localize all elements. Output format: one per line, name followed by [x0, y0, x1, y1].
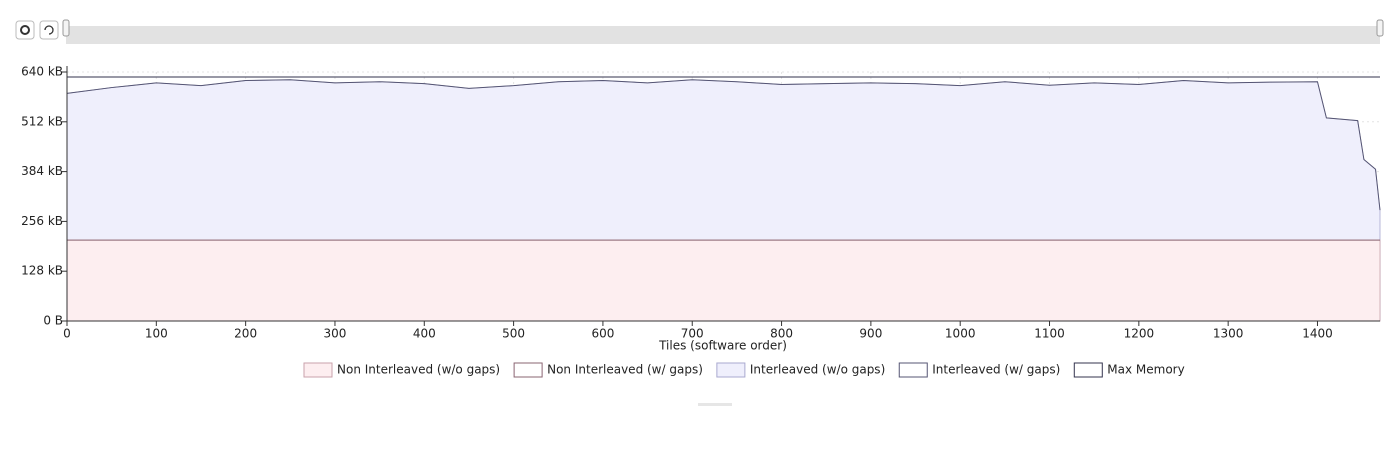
- legend-swatch: [303, 362, 333, 378]
- overview: [62, 19, 1384, 44]
- x-tick-label: 1000: [945, 327, 976, 341]
- y-tick-label: 256 kB: [21, 214, 63, 228]
- reset-button[interactable]: [39, 20, 59, 40]
- x-tick-label: 600: [591, 327, 614, 341]
- y-tick-label: 512 kB: [21, 114, 63, 128]
- toolbar: [15, 20, 59, 40]
- legend-swatch: [1073, 362, 1103, 378]
- x-tick-label: 900: [859, 327, 882, 341]
- resize-handle[interactable]: [698, 403, 732, 406]
- x-tick-label: 500: [502, 327, 525, 341]
- legend-label: Interleaved (w/o gaps): [750, 363, 885, 377]
- y-tick-label: 640 kB: [21, 65, 63, 79]
- y-tick-label: 384 kB: [21, 164, 63, 178]
- x-tick-label: 0: [63, 327, 71, 341]
- brush-handle[interactable]: [1376, 19, 1384, 37]
- x-tick-label: 300: [324, 327, 347, 341]
- area: [66, 239, 1381, 322]
- y-tick-label: 128 kB: [21, 264, 63, 278]
- legend-label: Non Interleaved (w/ gaps): [547, 363, 703, 377]
- brush-handle[interactable]: [62, 19, 70, 37]
- x-tick-label: 100: [145, 327, 168, 341]
- legend-swatch: [716, 362, 746, 378]
- x-tick-label: 1100: [1034, 327, 1065, 341]
- legend-swatch: [513, 362, 543, 378]
- legend-label: Max Memory: [1107, 363, 1184, 377]
- y-tick-label: 0 B: [43, 314, 63, 328]
- line: [66, 79, 1381, 211]
- legend-label: Interleaved (w/ gaps): [932, 363, 1060, 377]
- x-tick-label: 200: [234, 327, 257, 341]
- overview-band: [66, 26, 1380, 44]
- x-tick-label: 1200: [1124, 327, 1155, 341]
- x-tick-label: 1300: [1213, 327, 1244, 341]
- legend-label: Non Interleaved (w/o gaps): [337, 363, 500, 377]
- legend-swatch: [898, 362, 928, 378]
- x-tick-label: 400: [413, 327, 436, 341]
- plot: [66, 71, 1381, 322]
- reset-icon: [44, 25, 54, 35]
- x-axis-label: Tiles (software order): [658, 339, 787, 353]
- x-tick-label: 700: [681, 327, 704, 341]
- settings-button[interactable]: [15, 20, 35, 40]
- x-tick-label: 800: [770, 327, 793, 341]
- settings-icon: [20, 25, 30, 35]
- x-tick-label: 1400: [1302, 327, 1333, 341]
